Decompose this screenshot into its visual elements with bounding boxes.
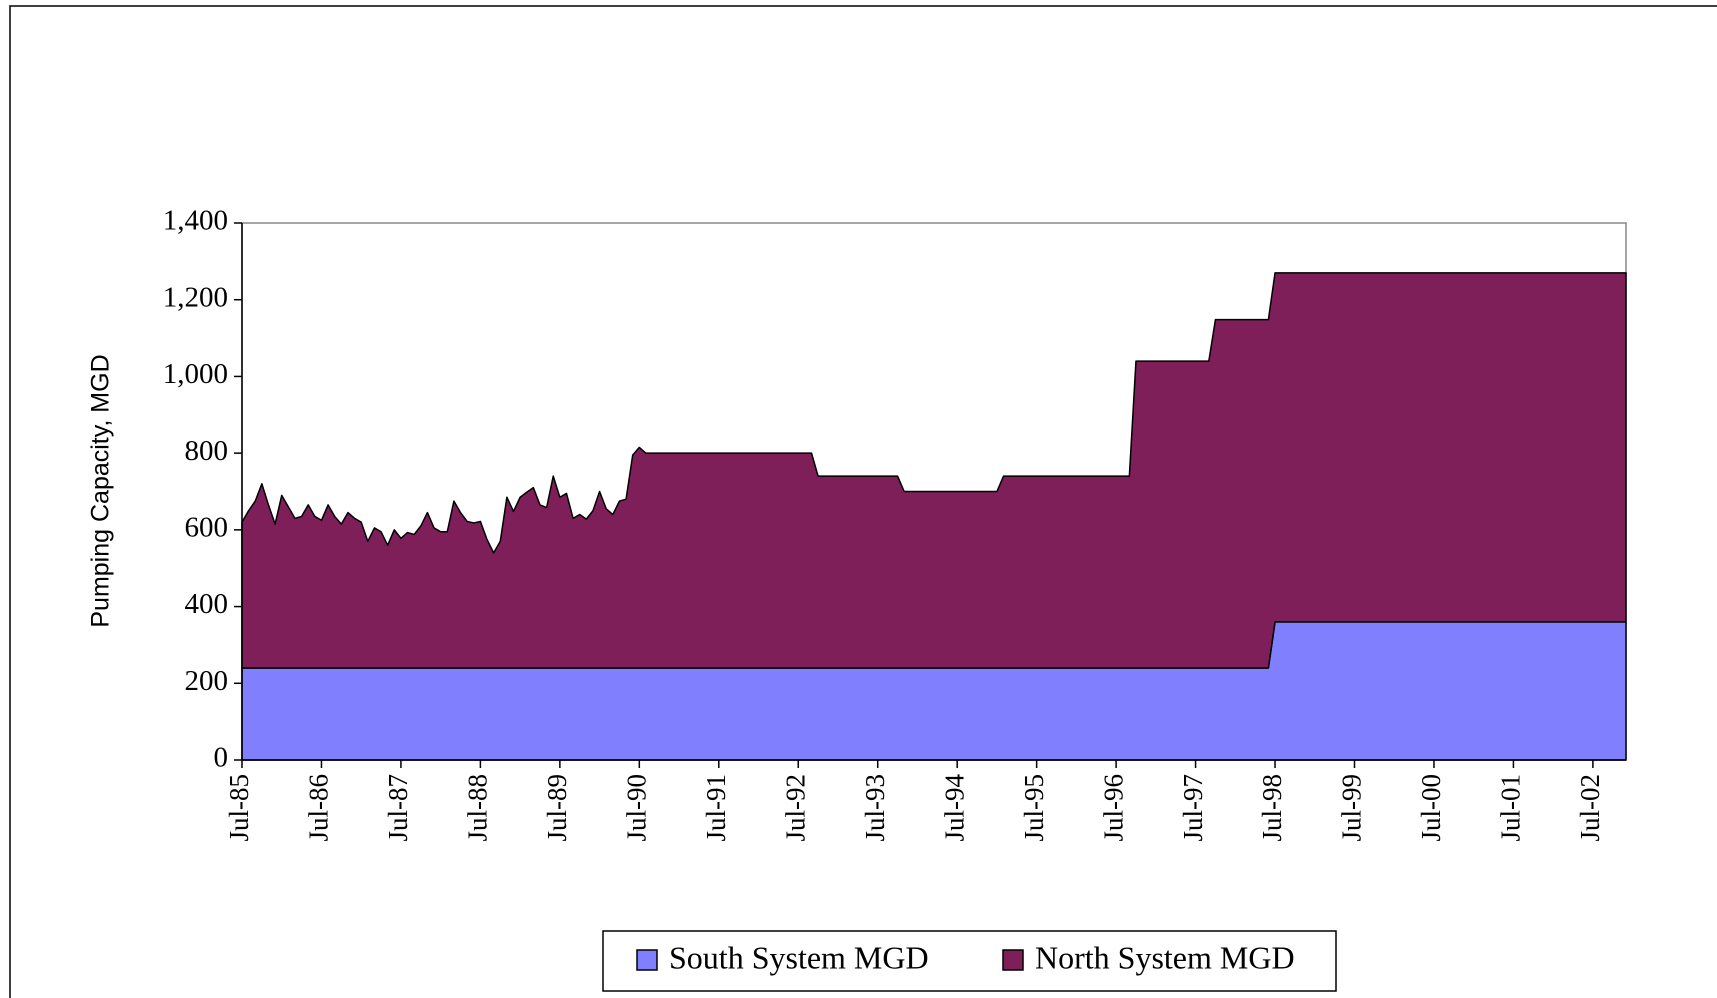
- x-tick-label: Jul-89: [542, 774, 572, 842]
- x-tick-label: Jul-01: [1496, 774, 1526, 842]
- x-tick-label: Jul-88: [463, 774, 493, 842]
- y-tick-label: 1,200: [163, 281, 228, 313]
- y-tick-label: 1,000: [163, 358, 228, 390]
- x-tick-label: Jul-86: [304, 774, 334, 842]
- y-tick-label: 200: [185, 665, 229, 697]
- legend-label: North System MGD: [1035, 939, 1295, 975]
- x-tick-label: Jul-92: [780, 774, 810, 842]
- x-tick-label: Jul-91: [701, 774, 731, 842]
- x-tick-label: Jul-97: [1178, 774, 1208, 842]
- x-tick-label: Jul-87: [383, 774, 413, 842]
- y-tick-label: 0: [214, 742, 229, 774]
- x-tick-label: Jul-00: [1416, 774, 1446, 842]
- x-tick-label: Jul-93: [860, 774, 890, 842]
- y-tick-label: 400: [185, 588, 229, 620]
- x-tick-label: Jul-98: [1257, 774, 1287, 842]
- legend-swatch: [636, 949, 658, 971]
- y-tick-label: 800: [185, 435, 229, 467]
- y-tick-label: 1,400: [163, 205, 228, 237]
- x-tick-label: Jul-90: [622, 774, 652, 842]
- chart-border: [9, 5, 1717, 998]
- legend-swatch: [1002, 949, 1024, 971]
- x-tick-label: Jul-99: [1337, 774, 1367, 842]
- x-tick-label: Jul-85: [224, 774, 254, 842]
- y-tick-label: 600: [185, 512, 229, 544]
- x-tick-label: Jul-94: [939, 773, 969, 841]
- x-tick-label: Jul-02: [1575, 774, 1605, 842]
- legend-label: South System MGD: [669, 939, 929, 975]
- x-tick-label: Jul-95: [1019, 774, 1049, 842]
- y-axis-label: Pumping Capacity, MGD: [87, 354, 115, 627]
- legend-box: [602, 930, 1337, 992]
- area: [241, 272, 1627, 669]
- x-tick-label: Jul-96: [1098, 774, 1128, 842]
